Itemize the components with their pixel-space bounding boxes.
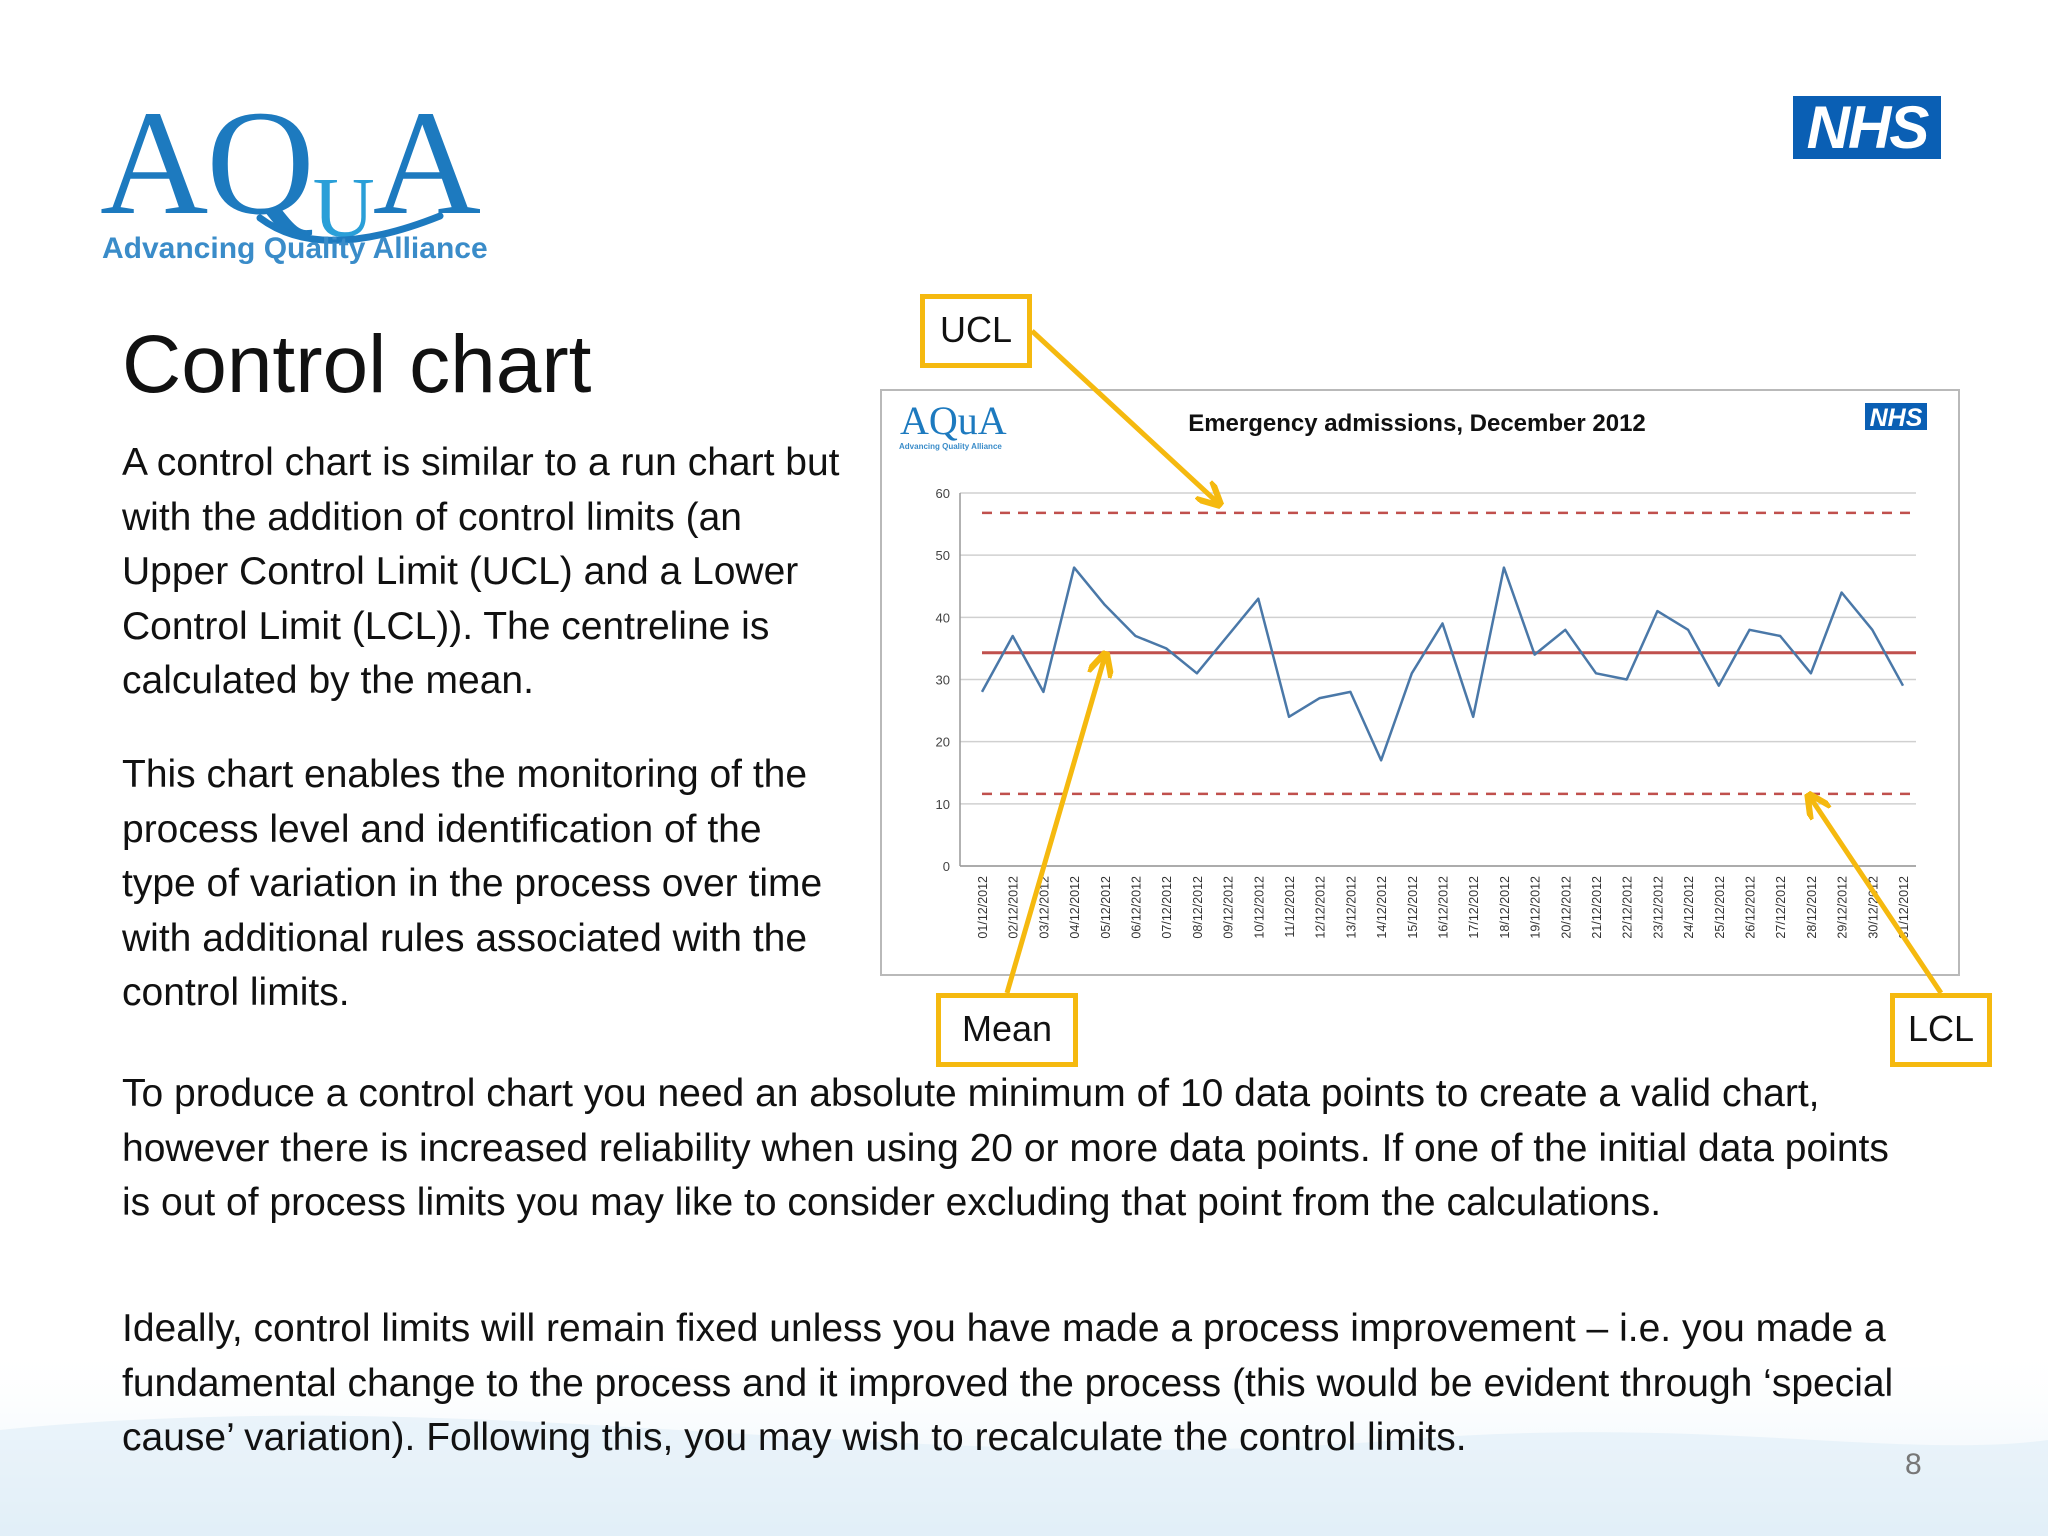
x-tick-label: 31/12/2012 <box>1897 876 1911 939</box>
x-tick-label: 01/12/2012 <box>976 876 990 939</box>
x-tick-label: 28/12/2012 <box>1805 876 1819 939</box>
x-tick-label: 08/12/2012 <box>1191 876 1205 939</box>
x-tick-label: 14/12/2012 <box>1375 876 1389 939</box>
x-tick-label: 30/12/2012 <box>1866 876 1880 939</box>
aqua-logo: AQUA Advancing Quality Alliance <box>100 88 510 278</box>
x-tick-label: 04/12/2012 <box>1068 876 1082 939</box>
x-tick-label: 23/12/2012 <box>1651 876 1665 939</box>
x-tick-label: 12/12/2012 <box>1314 876 1328 939</box>
x-tick-label: 09/12/2012 <box>1222 876 1236 939</box>
x-tick-label: 20/12/2012 <box>1559 876 1573 939</box>
paragraph-data-points: To produce a control chart you need an a… <box>122 1072 1889 1224</box>
lcl-callout: LCL <box>1890 993 1992 1067</box>
x-tick-label: 21/12/2012 <box>1590 876 1604 939</box>
chart-title: Emergency admissions, December 2012 <box>1188 410 1646 437</box>
x-tick-label: 25/12/2012 <box>1713 876 1727 939</box>
y-tick-label: 0 <box>943 859 950 874</box>
x-tick-label: 13/12/2012 <box>1344 876 1358 939</box>
page-number: 8 <box>1905 1448 1922 1481</box>
x-tick-label: 29/12/2012 <box>1836 876 1850 939</box>
aqua-logo-wordmark: AQUA <box>100 80 481 255</box>
x-tick-label: 22/12/2012 <box>1621 876 1635 939</box>
x-tick-label: 07/12/2012 <box>1160 876 1174 939</box>
x-tick-label: 18/12/2012 <box>1498 876 1512 939</box>
y-tick-label: 40 <box>936 610 950 625</box>
mean-callout: Mean <box>936 993 1078 1067</box>
x-tick-label: 15/12/2012 <box>1406 876 1420 939</box>
chart-nhs-badge: NHS <box>1870 404 1923 432</box>
x-tick-label: 17/12/2012 <box>1467 876 1481 939</box>
x-tick-label: 05/12/2012 <box>1099 876 1113 939</box>
paragraph-monitoring: This chart enables the monitoring of the… <box>122 753 823 1014</box>
y-tick-label: 20 <box>936 735 950 750</box>
x-tick-label: 10/12/2012 <box>1252 876 1266 939</box>
x-tick-label: 11/12/2012 <box>1283 876 1297 938</box>
paragraph-intro: A control chart is similar to a run char… <box>122 441 840 702</box>
y-tick-label: 30 <box>936 673 950 688</box>
y-tick-label: 50 <box>936 548 950 563</box>
chart-aqua-logo: AQuA <box>900 398 1007 443</box>
aqua-swoosh-icon <box>256 212 444 244</box>
aqua-logo-tagline: Advancing Quality Alliance <box>102 232 488 265</box>
y-tick-label: 60 <box>936 486 950 501</box>
x-tick-label: 26/12/2012 <box>1744 876 1758 939</box>
y-tick-label: 10 <box>936 797 950 812</box>
x-tick-label: 24/12/2012 <box>1682 876 1696 939</box>
x-tick-label: 19/12/2012 <box>1529 876 1543 939</box>
series-line <box>980 566 1905 762</box>
chart-aqua-tagline: Advancing Quality Alliance <box>899 442 1002 451</box>
chart-nhs-badge-bg <box>1865 403 1927 430</box>
nhs-logo: NHS <box>1793 96 1941 159</box>
paragraph-control-limits: Ideally, control limits will remain fixe… <box>122 1307 1894 1459</box>
plot-area: 0 10 20 30 40 50 60 01/12/2012 02/12/2012 03/12/2… <box>936 486 1916 939</box>
page-title: Control chart <box>122 319 592 410</box>
x-tick-label: 03/12/2012 <box>1037 876 1051 939</box>
x-tick-label: 27/12/2012 <box>1774 876 1788 939</box>
x-tick-label: 02/12/2012 <box>1007 876 1021 939</box>
ucl-callout: UCL <box>920 294 1032 368</box>
x-tick-label: 16/12/2012 <box>1437 876 1451 939</box>
x-tick-label: 06/12/2012 <box>1130 876 1144 939</box>
